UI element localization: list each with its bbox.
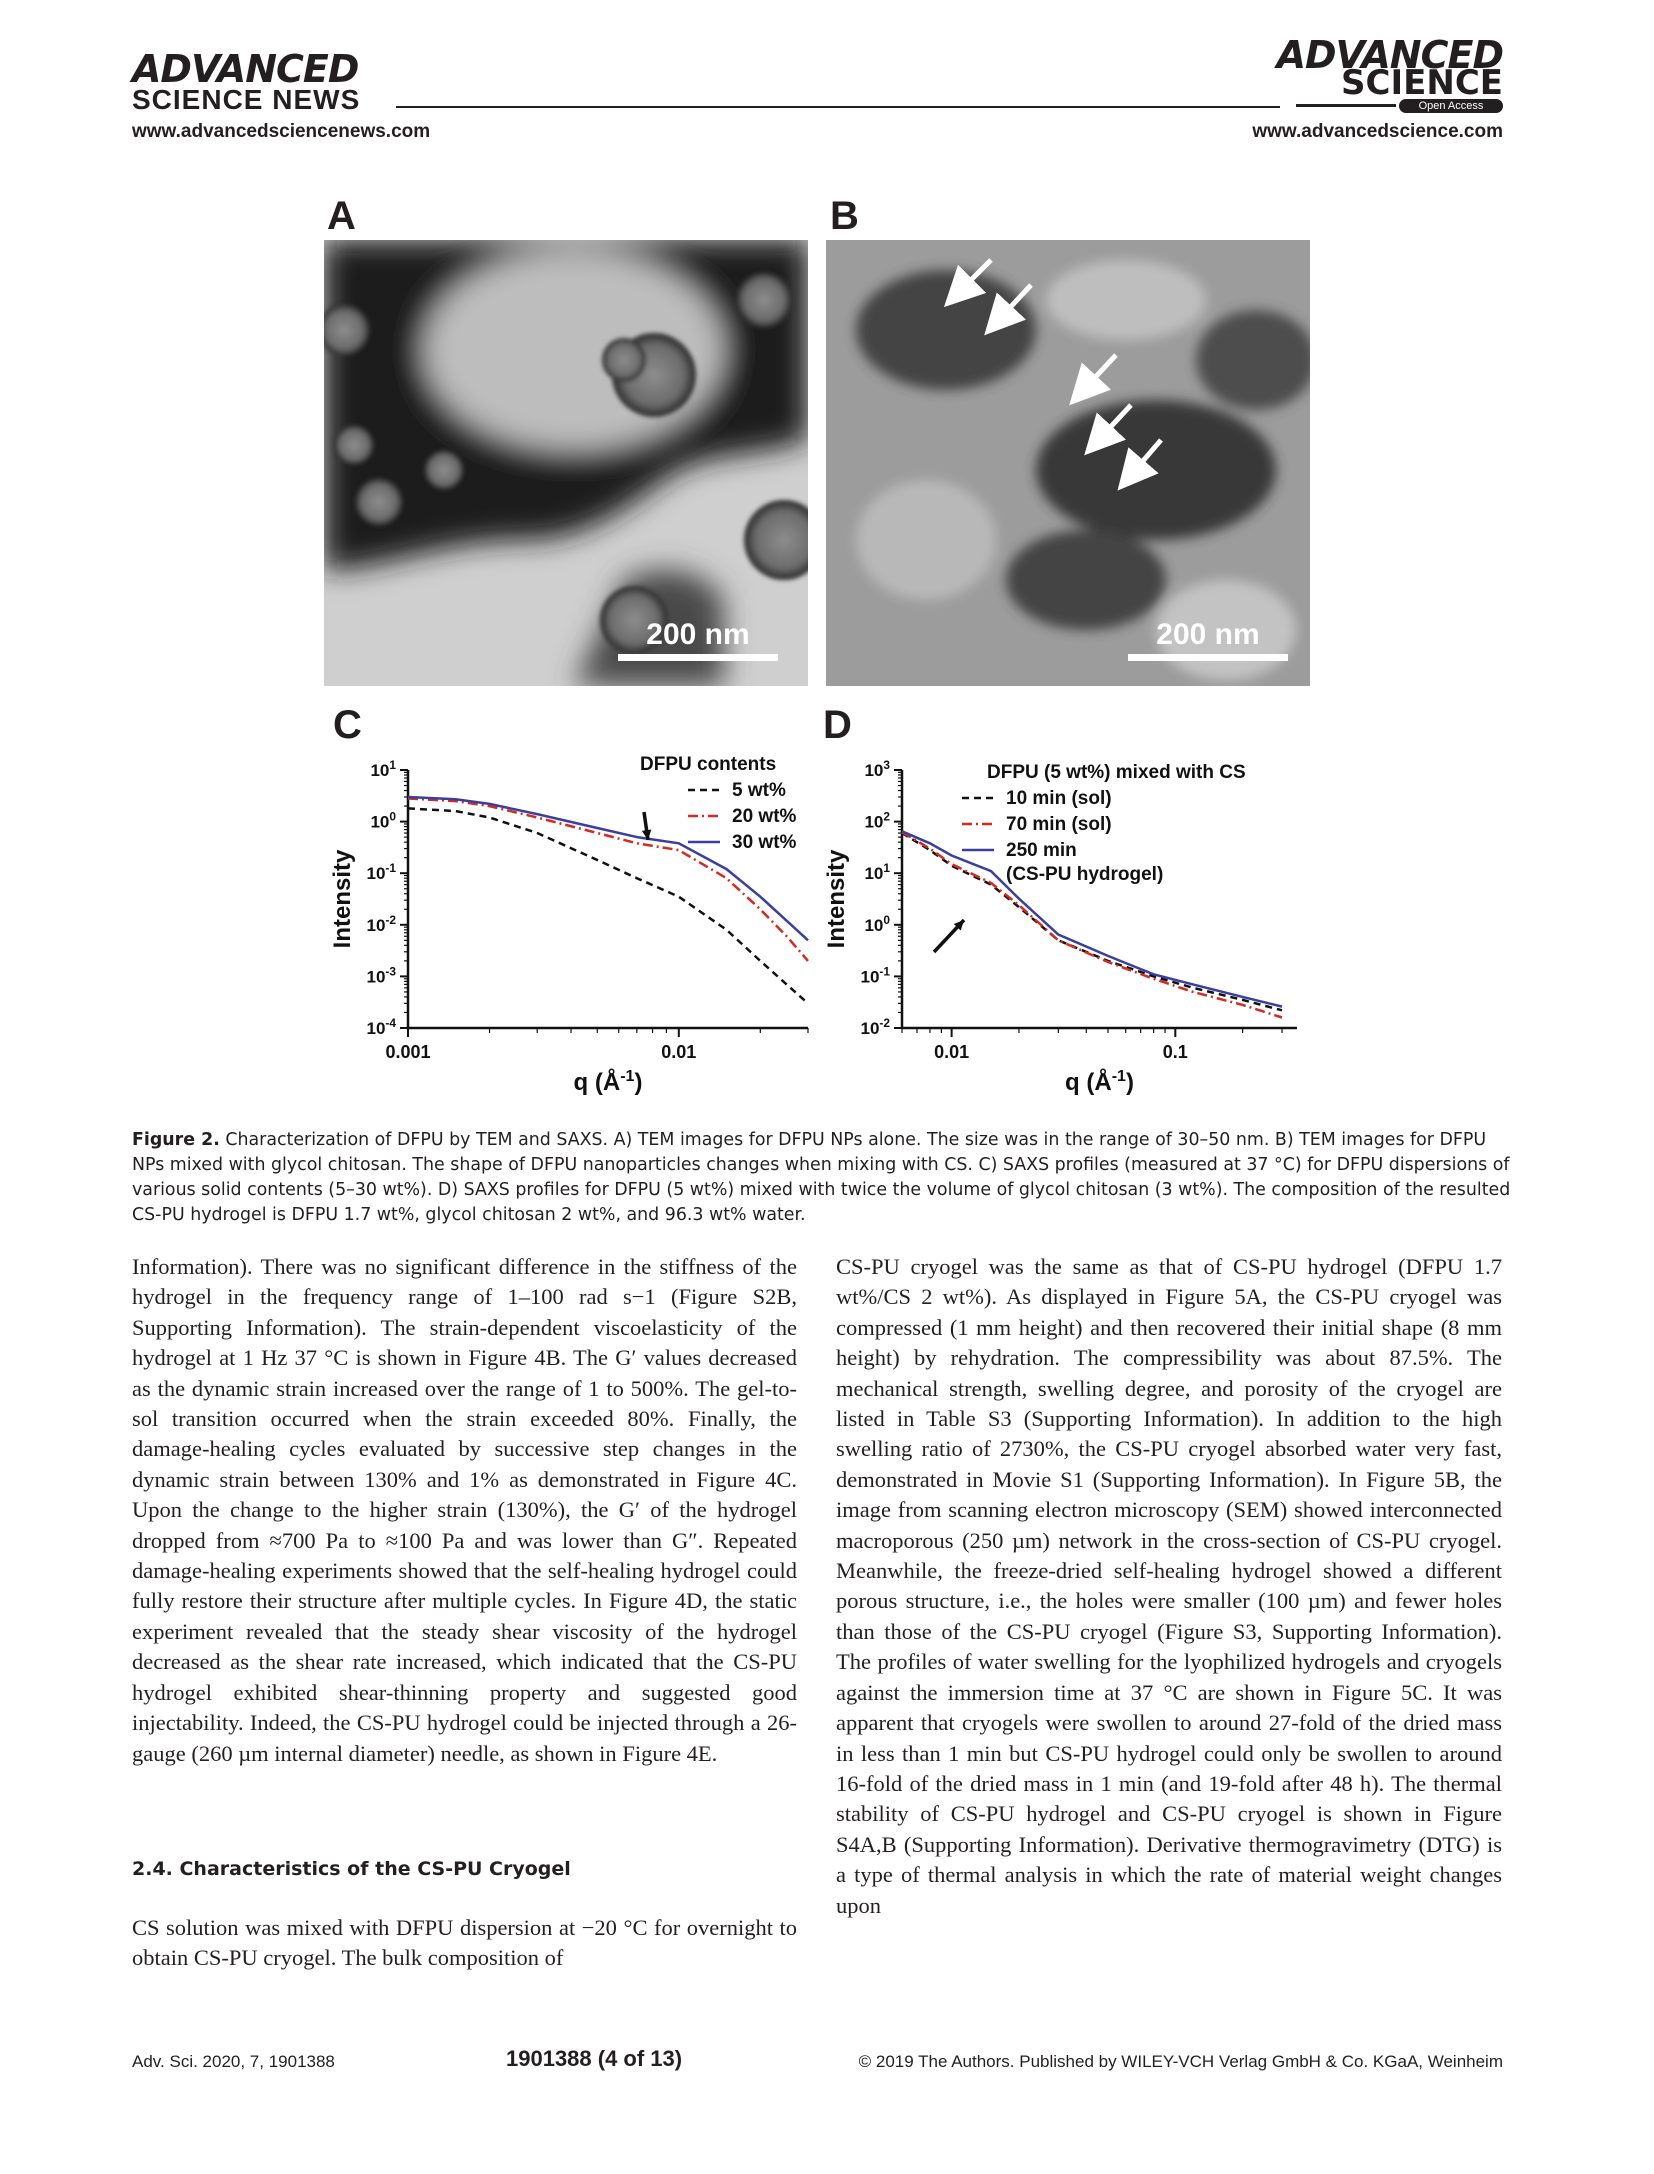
body-left-column-2: CS solution was mixed with DFPU dispersi… <box>132 1913 797 1974</box>
x-axis-label: q (Å-1) <box>574 1068 643 1096</box>
y-tick-label: 100 <box>864 913 890 935</box>
y-tick-label: 100 <box>370 810 396 832</box>
saxs-chart-dfpu-contents: 10-4 10-3 10-2 10-1 100 101 0.001 0.01 q (Å-1) In… <box>329 754 809 1096</box>
series-line-1 <box>407 807 809 1005</box>
series-line-1 <box>901 831 1283 1012</box>
legend-title: DFPU (5 wt%) mixed with CS <box>987 762 1246 783</box>
body-paragraph: CS-PU cryogel was the same as that of CS… <box>836 1254 1502 1918</box>
y-tick-label: 102 <box>864 810 890 832</box>
y-tick-label: 10-2 <box>367 913 397 935</box>
x-tick-label: 0.1 <box>1163 1042 1188 1062</box>
panel-label-d: D <box>823 703 852 747</box>
x-axis-label: q (Å-1) <box>1065 1068 1134 1096</box>
legend-entry: 30 wt% <box>732 832 797 853</box>
saxs-chart-dfpu-with-cs: 10-2 10-1 100 101 102 103 0.01 0.1 q (Å-1) Intens… <box>823 758 1297 1096</box>
series-line-3 <box>901 830 1283 1008</box>
y-tick-label: 10-1 <box>861 964 891 986</box>
caption-label: Figure 2. <box>132 1130 220 1150</box>
legend-entry: 250 min (CS-PU hydrogel) <box>1006 840 1163 885</box>
panel-label-b: B <box>830 194 859 238</box>
annotation-arrowhead <box>641 829 652 840</box>
legend-entry: 10 min (sol) <box>1006 788 1112 809</box>
header-rule <box>396 106 1280 108</box>
journal-url[interactable]: www.advancedscience.com <box>1252 121 1503 142</box>
body-left-column: Information). There was no significant d… <box>132 1252 797 1769</box>
journal-logo-line1: ADVANCED <box>1276 33 1504 77</box>
body-paragraph: Information). There was no significant d… <box>132 1254 797 1766</box>
series-line-3 <box>407 795 809 942</box>
y-tick-label: 101 <box>370 758 396 780</box>
publisher-logo-line2: SCIENCE NEWS <box>132 84 361 115</box>
y-tick-label: 10-2 <box>861 1016 891 1038</box>
annotation-arrowhead <box>953 920 964 931</box>
y-tick-label: 103 <box>864 758 890 780</box>
scalebar-b <box>1128 654 1288 661</box>
publisher-url[interactable]: www.advancedsciencenews.com <box>132 121 431 142</box>
legend-entry: 20 wt% <box>732 806 797 827</box>
scalebar-a <box>618 654 778 661</box>
y-tick-label: 101 <box>864 861 890 883</box>
y-axis-label: Intensity <box>823 849 850 948</box>
y-tick-label: 10-1 <box>367 861 397 883</box>
y-tick-label: 10-3 <box>367 964 397 986</box>
copyright: © 2019 The Authors. Published by WILEY-V… <box>858 2052 1503 2071</box>
x-tick-label: 0.01 <box>934 1042 969 1062</box>
header-rule-right <box>1296 104 1396 107</box>
body-paragraph: CS solution was mixed with DFPU dispersi… <box>132 1915 797 1971</box>
x-tick-label: 0.001 <box>385 1042 430 1062</box>
scalebar-label-b: 200 nm <box>1156 618 1260 651</box>
page-number: 1901388 (4 of 13) <box>506 2046 683 2071</box>
x-tick-label: 0.01 <box>661 1042 696 1062</box>
legend-entry: 70 min (sol) <box>1006 814 1112 835</box>
legend-title: DFPU contents <box>640 754 776 775</box>
journal-citation: Adv. Sci. 2020, 7, 1901388 <box>132 2052 335 2071</box>
panel-label-a: A <box>327 194 356 238</box>
y-axis-label: Intensity <box>329 849 356 948</box>
panel-label-c: C <box>333 703 362 747</box>
caption-text: Characterization of DFPU by TEM and SAXS… <box>132 1130 1511 1225</box>
section-heading: 2.4. Characteristics of the CS-PU Cryoge… <box>132 1858 571 1880</box>
y-tick-label: 10-4 <box>367 1016 397 1038</box>
scalebar-label-a: 200 nm <box>646 618 750 651</box>
body-right-column: CS-PU cryogel was the same as that of CS… <box>836 1252 1502 1921</box>
open-access-badge: Open Access <box>1399 99 1503 113</box>
legend-entry: 5 wt% <box>732 780 786 801</box>
publisher-logo-line1: ADVANCED <box>132 47 359 91</box>
tem-image-dfpu-alone <box>324 240 808 686</box>
journal-logo-line2: SCIENCE <box>1341 63 1503 103</box>
figure-caption: Figure 2. Characterization of DFPU by TE… <box>132 1128 1522 1228</box>
